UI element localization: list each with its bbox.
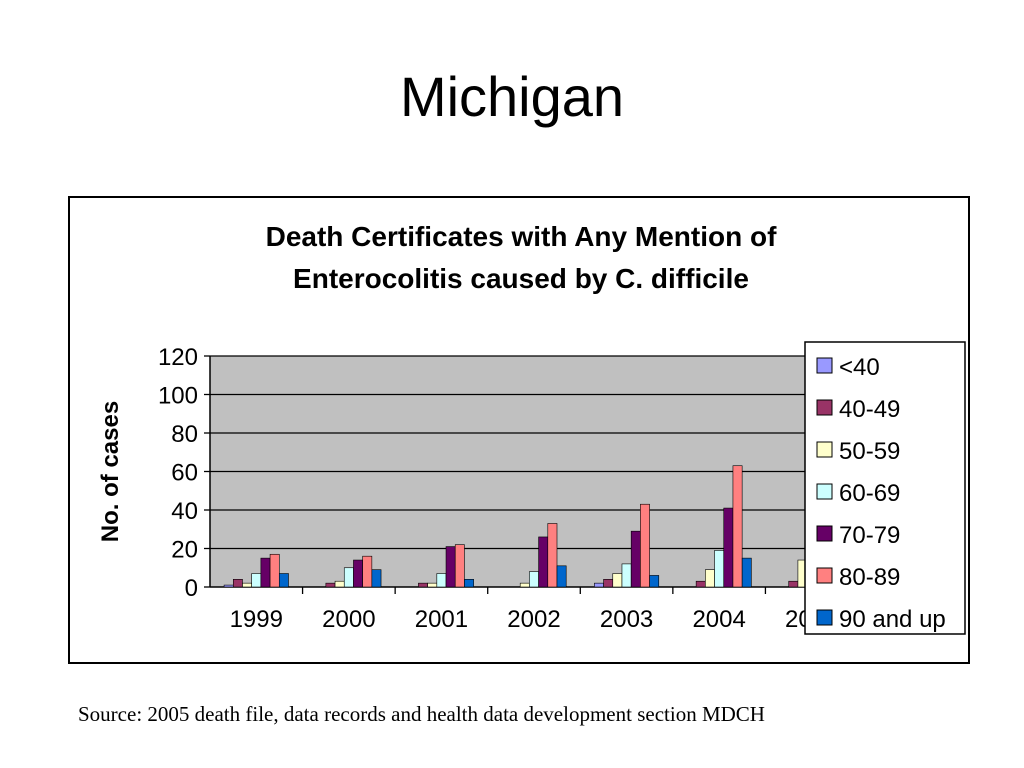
y-tick-label: 20 <box>171 537 198 564</box>
bar-1999-90andup <box>278 573 289 588</box>
chart-title-line-2: Enterocolitis caused by C. difficile <box>293 263 749 294</box>
y-axis-label: No. of cases <box>97 401 124 542</box>
bar-2002-5059 <box>519 582 530 588</box>
bar-2003-6069 <box>621 563 632 588</box>
bar-2004-90andup <box>741 557 752 588</box>
bar-1999-5059 <box>242 582 252 588</box>
bar-2003-8089 <box>640 503 650 588</box>
bar-2004-6069 <box>714 550 725 588</box>
bar-2003-40 <box>594 582 604 588</box>
bar-2004-5059 <box>705 569 715 588</box>
chart-title-line-1: Death Certificates with Any Mention of <box>266 221 777 252</box>
bar-2003-7079 <box>630 530 641 588</box>
bar-2000-4049 <box>325 582 336 588</box>
legend-swatch <box>816 483 833 500</box>
legend-swatch <box>816 525 833 542</box>
x-tick-label: 2001 <box>415 606 468 633</box>
bar-2000-8089 <box>362 555 373 588</box>
bar-1999-4049 <box>232 578 243 588</box>
bar-2001-7079 <box>445 546 456 588</box>
y-tick-label: 60 <box>171 460 198 487</box>
bar-2005-4049 <box>788 580 799 588</box>
legend-swatch <box>816 357 833 374</box>
bar-2003-90andup <box>649 575 660 588</box>
bar-2004-8089 <box>732 465 743 588</box>
bar-2002-8089 <box>547 523 558 588</box>
slide-title: Michigan <box>399 65 625 128</box>
x-tick-label: 2004 <box>692 606 745 633</box>
bar-2003-4049 <box>603 578 614 588</box>
bar-1999-8089 <box>269 553 280 588</box>
bar-2001-90andup <box>464 578 474 588</box>
legend-swatch <box>816 399 833 416</box>
bar-2001-8089 <box>454 544 465 588</box>
bar-chart: Death Certificates with Any Mention of En… <box>97 221 966 635</box>
legend-swatch <box>816 441 833 458</box>
legend-label: <40 <box>839 354 880 381</box>
x-tick-label: 1999 <box>230 606 283 633</box>
y-tick-label: 0 <box>185 575 198 602</box>
bar-2001-6069 <box>436 573 447 588</box>
legend-label: 60-69 <box>839 480 900 507</box>
bar-2004-4049 <box>695 580 706 588</box>
y-tick-label: 40 <box>171 498 198 525</box>
bar-2000-90andup <box>371 569 382 588</box>
legend-label: 50-59 <box>839 438 900 465</box>
legend-label: 90 and up <box>839 606 946 633</box>
bar-2001-5059 <box>427 582 438 588</box>
legend-label: 80-89 <box>839 564 900 591</box>
y-tick-label: 100 <box>158 383 198 410</box>
bar-2003-5059 <box>612 573 623 588</box>
bar-2004-7079 <box>723 507 734 588</box>
source-note: Source: 2005 death file, data records an… <box>78 702 765 726</box>
bar-2002-90andup <box>556 565 567 588</box>
legend-label: 40-49 <box>839 396 900 423</box>
bar-2000-7079 <box>353 559 363 588</box>
x-tick-label: 2000 <box>322 606 375 633</box>
legend-swatch <box>816 567 833 584</box>
legend-label: 70-79 <box>839 522 900 549</box>
bar-2000-5059 <box>334 580 345 588</box>
chart-frame: Death Certificates with Any Mention of En… <box>68 196 970 664</box>
bar-2001-4049 <box>418 582 428 588</box>
y-tick-label: 80 <box>171 421 198 448</box>
y-tick-label: 120 <box>158 344 198 371</box>
bar-2000-6069 <box>343 567 354 588</box>
x-tick-label: 2003 <box>600 606 653 633</box>
bar-1999-7079 <box>260 557 271 588</box>
bar-2002-7079 <box>538 536 549 588</box>
bar-1999-40 <box>223 584 234 588</box>
x-tick-label: 2002 <box>507 606 560 633</box>
legend-swatch <box>816 609 833 626</box>
bar-1999-6069 <box>251 573 262 588</box>
bar-2002-6069 <box>529 571 539 588</box>
